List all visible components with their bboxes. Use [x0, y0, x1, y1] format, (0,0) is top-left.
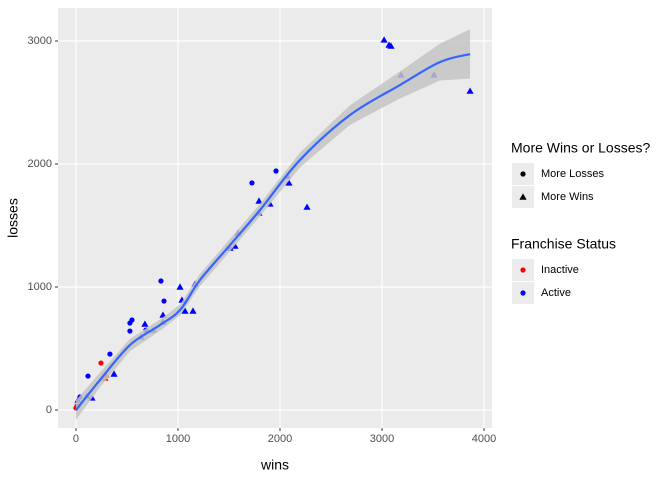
point	[255, 197, 263, 204]
legend-title: More Wins or Losses?	[511, 140, 650, 156]
point	[285, 179, 293, 186]
point	[141, 320, 149, 327]
x-tick-label: 1000	[166, 433, 190, 445]
legend-symbol	[520, 171, 526, 177]
x-tick-label: 4000	[472, 433, 496, 445]
smooth-line	[75, 52, 471, 411]
x-tick-label: 0	[73, 433, 79, 445]
point	[387, 42, 395, 49]
y-axis-title: losses	[5, 198, 21, 238]
point	[161, 298, 167, 304]
point	[176, 283, 184, 290]
point	[98, 360, 104, 366]
point	[85, 373, 91, 379]
point	[273, 168, 279, 174]
point	[181, 307, 189, 314]
confidence-band	[75, 29, 471, 420]
y-tick-label: 1000	[28, 281, 52, 293]
x-tick-label: 3000	[370, 433, 394, 445]
point	[158, 278, 164, 284]
point	[189, 307, 197, 314]
point	[107, 351, 113, 357]
legend-label: More Losses	[541, 168, 604, 180]
legend-label: More Wins	[541, 191, 594, 203]
y-tick-label: 2000	[28, 158, 52, 170]
legend-label: Active	[541, 287, 571, 299]
point	[249, 180, 255, 186]
x-tick-label: 2000	[268, 433, 292, 445]
point	[127, 328, 133, 334]
point	[380, 36, 388, 43]
point	[303, 203, 311, 210]
legend-symbol	[520, 290, 526, 296]
x-axis-title: wins	[260, 457, 289, 473]
legend-symbol	[520, 267, 526, 273]
y-tick-label: 0	[46, 404, 52, 416]
point	[129, 317, 135, 323]
legend-label: Inactive	[541, 264, 579, 276]
legend-title: Franchise Status	[511, 236, 616, 252]
point	[466, 87, 474, 94]
y-tick-label: 3000	[28, 35, 52, 47]
point	[110, 370, 118, 377]
legend-symbol	[519, 193, 527, 200]
